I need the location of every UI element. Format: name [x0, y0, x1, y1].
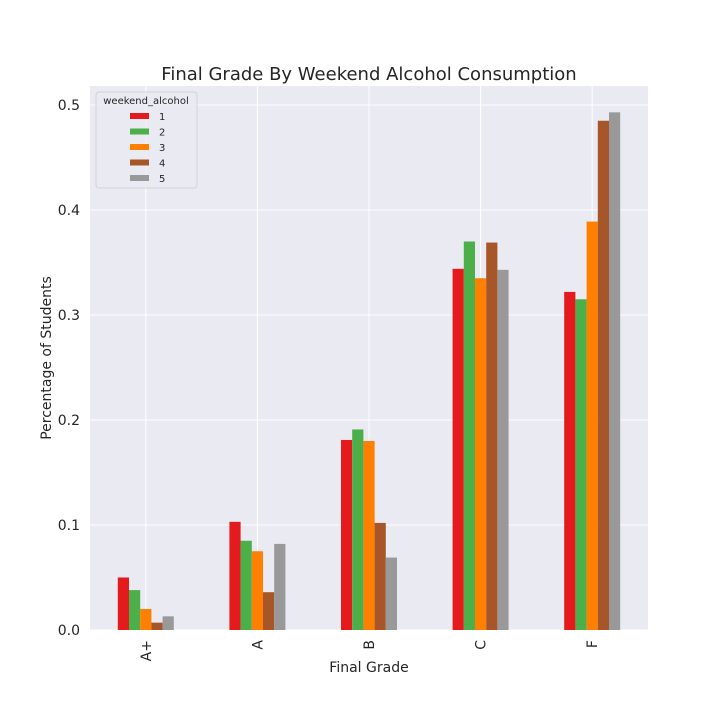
- y-tick-label: 0.0: [58, 623, 80, 639]
- legend-swatch-2: [130, 128, 149, 135]
- bar-c-series-1: [452, 268, 464, 630]
- y-tick-label: 0.2: [58, 413, 80, 429]
- y-tick-label: 0.5: [58, 98, 80, 114]
- bar-f-series-5: [609, 112, 621, 631]
- x-axis: A+ A B C F: [139, 640, 601, 662]
- bar-a-series-3: [251, 551, 263, 630]
- x-tick-label: C: [474, 640, 490, 650]
- bar-c-series-4: [486, 242, 498, 631]
- y-tick-label: 0.4: [58, 203, 80, 219]
- bar-c-series-3: [475, 278, 487, 630]
- x-tick-label: F: [585, 640, 601, 648]
- chart-title: Final Grade By Weekend Alcohol Consumpti…: [161, 64, 576, 85]
- bar-b-series-3: [363, 441, 375, 630]
- legend-frame: [95, 91, 198, 189]
- legend-swatch-4: [130, 159, 149, 166]
- legend-swatch-3: [130, 144, 149, 150]
- legend-label-1: 1: [159, 112, 165, 123]
- x-tick-label: A+: [139, 640, 155, 661]
- bar-a-plus-series-5: [162, 616, 174, 630]
- bar-a-plus-series-1: [117, 577, 129, 630]
- bar-a-series-1: [229, 521, 241, 630]
- legend-label-5: 5: [159, 174, 165, 185]
- x-tick-label: A: [250, 640, 266, 650]
- bar-a-series-2: [240, 540, 252, 630]
- x-axis-label: Final Grade: [329, 660, 408, 676]
- bar-c-series-5: [497, 269, 509, 630]
- y-axis: 0.0 0.1 0.2 0.3 0.4 0.5: [58, 98, 80, 639]
- bar-f-series-3: [586, 221, 598, 631]
- legend-label-2: 2: [159, 128, 165, 139]
- bar-c-series-2: [463, 241, 475, 630]
- legend-label-3: 3: [159, 143, 165, 154]
- legend-title: weekend_alcohol: [103, 96, 189, 107]
- y-axis-label: Percentage of Students: [39, 276, 55, 440]
- legend-swatch-5: [130, 175, 149, 181]
- bar-b-series-5: [385, 557, 397, 630]
- y-tick-label: 0.3: [58, 308, 80, 324]
- bar-b-series-1: [341, 439, 353, 630]
- legend-swatch-1: [130, 113, 149, 119]
- bar-a-plus-series-4: [151, 622, 163, 630]
- bar-a-series-5: [274, 543, 286, 630]
- bar-a-plus-series-2: [129, 590, 141, 630]
- bar-a-plus-series-3: [140, 609, 152, 630]
- bars: [117, 112, 621, 631]
- bar-f-series-4: [597, 120, 609, 630]
- bar-b-series-4: [374, 522, 386, 630]
- bar-b-series-2: [352, 429, 364, 630]
- x-tick-label: B: [362, 640, 378, 650]
- legend: weekend_alcohol 1 2 3 4 5: [95, 91, 198, 189]
- bar-a-series-4: [263, 592, 275, 630]
- legend-label-4: 4: [159, 159, 165, 170]
- bar-f-series-2: [575, 299, 587, 630]
- y-tick-label: 0.1: [58, 518, 80, 534]
- bar-f-series-1: [564, 291, 576, 630]
